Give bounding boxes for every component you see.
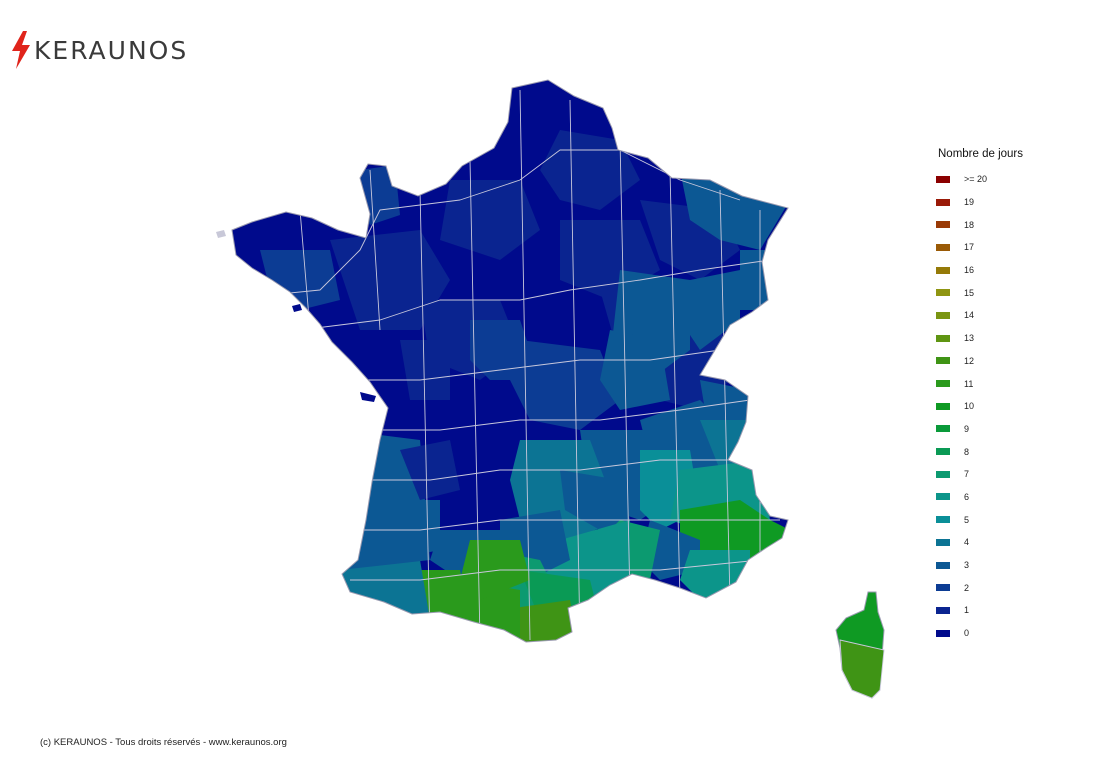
legend-swatch [936, 221, 950, 229]
copyright-footer: (c) KERAUNOS - Tous droits réservés - ww… [40, 737, 287, 748]
keraunos-logo: KERAUNOS [10, 30, 188, 70]
legend-item: 5 [936, 508, 1023, 531]
legend-swatch [936, 357, 950, 365]
legend-label: 7 [964, 469, 970, 480]
legend-swatch [936, 380, 950, 388]
legend-swatch [936, 606, 950, 614]
legend-label: 2 [964, 582, 970, 593]
legend-item: 12 [936, 350, 1023, 373]
legend-swatch [936, 175, 950, 183]
legend-item: 18 [936, 213, 1023, 236]
legend-label: 13 [964, 333, 975, 344]
legend-label: 0 [964, 628, 970, 639]
legend-label: 14 [964, 310, 975, 321]
legend-item: 16 [936, 259, 1023, 282]
legend-swatch [936, 402, 950, 410]
legend-label: 3 [964, 560, 970, 571]
legend-label: 11 [964, 378, 974, 389]
legend-item: 19 [936, 191, 1023, 214]
legend-swatch [936, 561, 950, 569]
legend-label: 16 [964, 265, 975, 276]
legend-swatch [936, 584, 950, 592]
brand-name: KERAUNOS [34, 35, 189, 65]
legend-label: 18 [964, 219, 975, 230]
legend-item: 9 [936, 418, 1023, 441]
legend-item: 6 [936, 486, 1023, 509]
legend-item: 17 [936, 236, 1023, 259]
map-legend: Nombre de jours >= 20 19 18 17 16 15 14 13 12 11 1… [936, 148, 1023, 644]
legend-swatch [936, 538, 950, 546]
legend-swatch [936, 470, 950, 478]
legend-label: 9 [964, 423, 970, 434]
legend-label: 12 [964, 355, 975, 366]
legend-label: 6 [964, 491, 970, 502]
legend-label: 5 [964, 514, 970, 525]
legend-title: Nombre de jours [938, 148, 1024, 160]
legend-item: 2 [936, 576, 1023, 599]
legend-swatch [936, 516, 950, 524]
legend-item: 10 [936, 395, 1023, 418]
legend-label: 17 [964, 242, 975, 253]
legend-item: 1 [936, 599, 1023, 622]
legend-item: 3 [936, 554, 1023, 577]
legend-item: 13 [936, 327, 1023, 350]
legend-label: 19 [964, 197, 975, 208]
legend-label: 1 [964, 605, 970, 616]
legend-item: 11 [936, 372, 1023, 395]
legend-swatch [936, 448, 950, 456]
legend-item: 8 [936, 440, 1023, 463]
legend-swatch [936, 425, 950, 433]
legend-item: 15 [936, 281, 1023, 304]
legend-label: 10 [964, 401, 975, 412]
lightning-bolt-icon [12, 31, 30, 69]
legend-swatch [936, 289, 950, 297]
legend-item: >= 20 [936, 168, 1023, 191]
legend-swatch [936, 493, 950, 501]
legend-swatch [936, 334, 950, 342]
legend-swatch [936, 629, 950, 637]
legend-swatch [936, 198, 950, 206]
legend-swatch [936, 266, 950, 274]
legend-swatch [936, 243, 950, 251]
legend-label: >= 20 [964, 174, 988, 185]
legend-label: 8 [964, 446, 970, 457]
legend-item: 14 [936, 304, 1023, 327]
legend-label: 4 [964, 537, 970, 548]
legend-label: 15 [964, 287, 975, 298]
legend-item: 0 [936, 622, 1023, 645]
legend-item: 7 [936, 463, 1023, 486]
legend-swatch [936, 311, 950, 319]
legend-item: 4 [936, 531, 1023, 554]
